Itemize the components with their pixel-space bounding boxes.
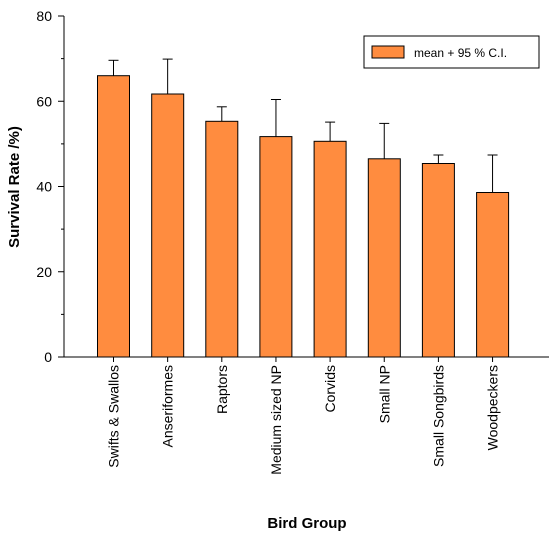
y-tick-label: 40 xyxy=(36,179,52,195)
x-tick-label: Swifts & Swallos xyxy=(106,365,122,468)
bars-layer xyxy=(97,75,510,358)
y-tick-label: 80 xyxy=(36,8,52,24)
legend-label: mean + 95 % C.I. xyxy=(414,46,507,60)
bar xyxy=(151,93,185,358)
bar xyxy=(259,136,293,358)
x-tick-label: Small NP xyxy=(376,365,392,423)
legend: mean + 95 % C.I. xyxy=(363,35,540,69)
x-tick-label: Medium sized NP xyxy=(268,365,284,475)
x-tick-label: Woodpeckers xyxy=(485,365,501,450)
y-tick-label: 0 xyxy=(44,349,52,365)
axes-layer xyxy=(58,15,549,362)
x-axis-title: Bird Group xyxy=(267,515,346,532)
bar xyxy=(205,120,239,358)
bar xyxy=(97,75,130,358)
x-ticks-layer: Swifts & Swallos Anseriformes Raptors Mediu… xyxy=(106,365,501,475)
x-tick-label: Corvids xyxy=(322,365,338,412)
x-tick-label: Anseriformes xyxy=(160,365,176,447)
y-tick-label: 20 xyxy=(36,264,52,280)
x-tick-label: Raptors xyxy=(214,365,230,414)
x-tick-label: Small Songbirds xyxy=(430,365,446,467)
bar xyxy=(476,192,510,358)
y-axis-title: Survival Rate /%) xyxy=(6,126,23,248)
bar xyxy=(421,163,455,358)
error-bars-layer xyxy=(108,58,498,193)
bar xyxy=(313,140,347,358)
y-ticks-layer: 0 20 40 60 80 xyxy=(36,8,52,365)
legend-swatch xyxy=(371,45,405,59)
y-tick-label: 60 xyxy=(36,93,52,109)
bar xyxy=(367,158,401,358)
